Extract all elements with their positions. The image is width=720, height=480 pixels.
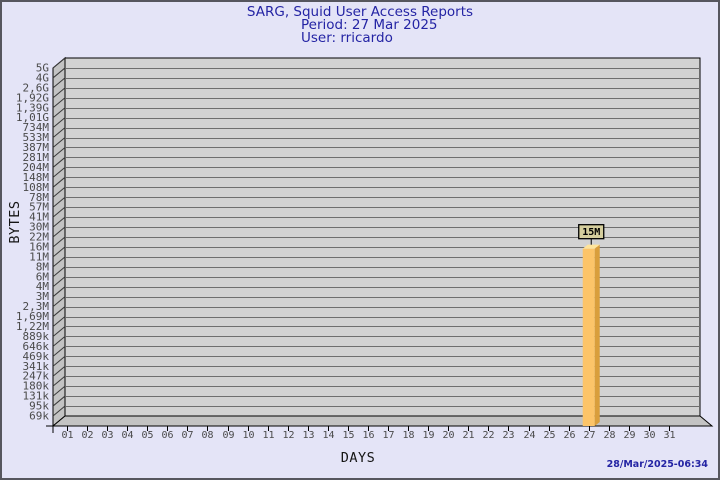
x-tick-label: 18 [402, 430, 414, 441]
x-tick-label: 01 [61, 430, 73, 441]
y-tick-label: 131k [23, 390, 50, 403]
bar-day-27: 15M [578, 224, 605, 426]
y-tick-label: 2,6G [23, 81, 50, 94]
bar-value-box [578, 224, 605, 240]
y-tick-label: 108M [23, 181, 50, 194]
x-tick-label: 24 [523, 430, 535, 441]
x-tick-label: 31 [663, 430, 675, 441]
y-tick-label: 3M [36, 290, 50, 303]
y-tick-label: 533M [23, 131, 50, 144]
x-tick-label: 13 [302, 430, 314, 441]
x-tick-label: 21 [462, 430, 474, 441]
y-tick-label: 646k [23, 340, 50, 353]
x-tick-labels: 01 02 03 04 05 06 07 08 09 10 11 12 13 14 15 16 17 18 19 20… [61, 430, 675, 441]
y-tick-label: 180k [23, 380, 50, 393]
y-tick-label: 247k [23, 370, 50, 383]
x-tick-label: 20 [442, 430, 454, 441]
y-tick-label: 8M [36, 260, 50, 273]
y-tick-label: 734M [23, 121, 50, 134]
y-tick-label: 1,01G [16, 111, 49, 124]
x-tick-label: 23 [502, 430, 514, 441]
wall-tick-diagonals [52, 57, 66, 417]
y-tick-label: 1,92G [16, 91, 49, 104]
x-tick-label: 08 [201, 430, 213, 441]
x-tick-label: 07 [181, 430, 193, 441]
x-tick-label: 05 [141, 430, 153, 441]
y-axis-title: BYTES [7, 200, 23, 244]
x-tick-label: 04 [121, 430, 133, 441]
y-tick-label: 6M [36, 270, 50, 283]
bar-front-face [582, 248, 595, 426]
x-tick-label: 27 [583, 430, 595, 441]
y-tick-label: 57M [29, 201, 49, 214]
x-tick-label: 03 [101, 430, 113, 441]
x-ticks [67, 426, 670, 431]
x-axis-title: DAYS [340, 450, 376, 466]
y-tick-label: 387M [23, 141, 50, 154]
x-tick-label: 09 [222, 430, 234, 441]
y-tick-label: 95k [29, 400, 49, 413]
y-tick-label: 341k [23, 360, 50, 373]
x-tick-label: 02 [81, 430, 93, 441]
y-tick-label: 78M [29, 191, 49, 204]
y-tick-label: 1,69M [16, 310, 49, 323]
x-tick-label: 19 [422, 430, 434, 441]
y-tick-label: 16M [29, 240, 49, 253]
chart-user: User: rricardo [301, 30, 393, 46]
x-tick-label: 29 [623, 430, 635, 441]
x-tick-label: 12 [282, 430, 294, 441]
x-tick-label: 22 [482, 430, 494, 441]
x-tick-label: 16 [362, 430, 374, 441]
y-tick-labels: 5G4G2,6G1,92G1,39G1,01G734M533M387M281M2… [16, 62, 49, 423]
y-tick-label: 281M [23, 151, 50, 164]
x-tick-label: 17 [382, 430, 394, 441]
y-tick-label: 22M [29, 231, 49, 244]
bar-value-label: 15M [582, 227, 600, 238]
y-tick-label: 148M [23, 171, 50, 184]
x-tick-label: 15 [342, 430, 354, 441]
y-tick-label: 1,22M [16, 320, 49, 333]
y-tick-label: 469k [23, 350, 50, 363]
y-tick-label: 69k [29, 410, 49, 423]
plot-floor [51, 415, 714, 427]
bar-side-face [594, 244, 600, 426]
y-tick-label: 41M [29, 211, 49, 224]
y-tick-label: 2,3M [23, 300, 50, 313]
x-tick-label: 26 [563, 430, 575, 441]
y-tick-label: 889k [23, 330, 50, 343]
y-tick-label: 4M [36, 280, 50, 293]
y-tick-label: 5G [36, 62, 49, 75]
y-tick-label: 4G [36, 71, 49, 84]
x-tick-label: 14 [322, 430, 334, 441]
y-tick-label: 30M [29, 221, 49, 234]
y-tick-label: 204M [23, 161, 50, 174]
chart-period: Period: 27 Mar 2025 [301, 17, 438, 33]
x-tick-label: 06 [161, 430, 173, 441]
bar-top-face [582, 244, 600, 249]
generated-timestamp: 28/Mar/2025-06:34 [606, 459, 708, 470]
chart-title: SARG, Squid User Access Reports [246, 4, 474, 20]
gridlines [65, 68, 700, 407]
x-tick-label: 25 [543, 430, 555, 441]
x-tick-label: 30 [643, 430, 655, 441]
y-tick-label: 1,39G [16, 101, 49, 114]
x-tick-label: 11 [262, 430, 274, 441]
x-tick-label: 10 [242, 430, 254, 441]
y-tick-label: 11M [29, 250, 49, 263]
x-tick-label: 28 [603, 430, 615, 441]
